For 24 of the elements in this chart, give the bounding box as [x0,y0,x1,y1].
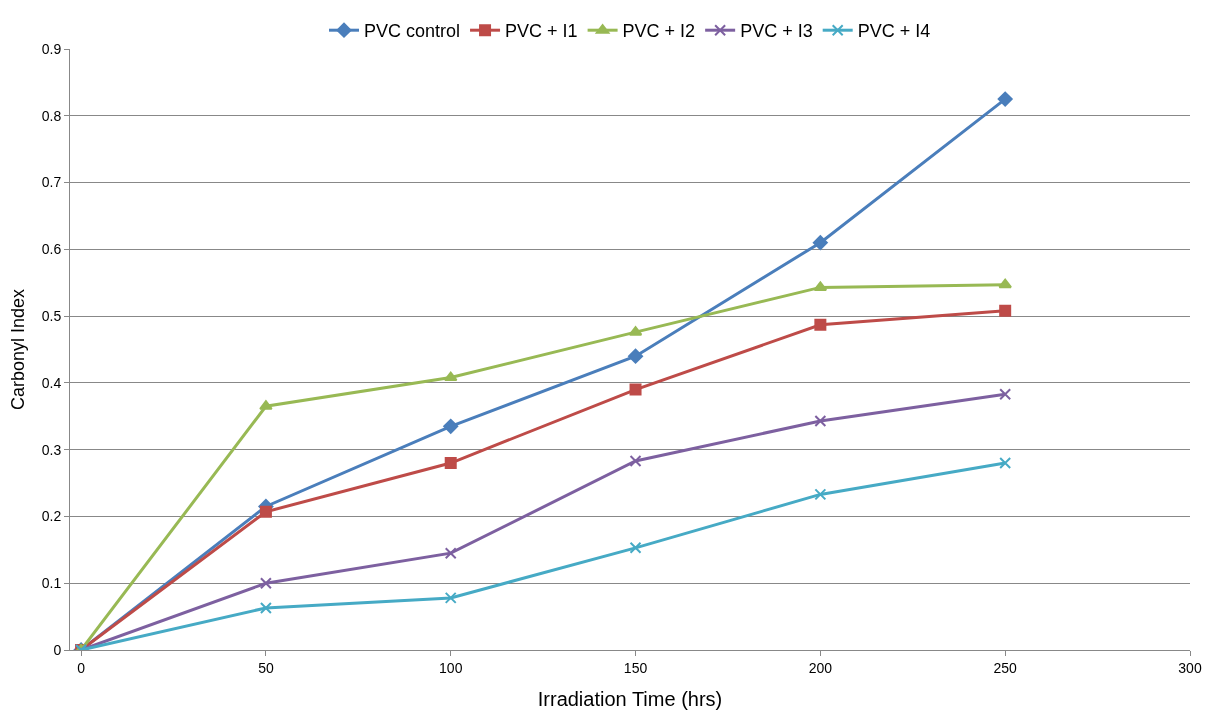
y-tick-label: 0.7 [41,174,62,191]
legend-label: PVC + I1 [505,21,578,42]
x-axis-title: Irradiation Time (hrs) [537,688,723,710]
y-axis-title: Carbonyl Index [8,288,28,411]
legend-label: PVC + I2 [622,21,696,42]
x-tick-label: 0 [77,659,86,676]
y-tick-label: 0.3 [41,441,62,458]
y-tick-label: 0.6 [41,241,62,258]
x-tick-label: 200 [808,659,833,676]
x-tick-label: 300 [1178,659,1202,676]
y-tick-label: 0.8 [41,107,62,124]
y-tick-label: 0.2 [41,508,62,525]
x-tick-label: 250 [993,659,1018,676]
y-tick-label: 0.4 [41,374,62,391]
legend-label: PVC + I4 [857,21,931,42]
y-tick-label: 0.1 [41,575,62,592]
y-tick-label: 0.9 [41,40,62,57]
x-tick-label: 50 [258,659,274,676]
legend-label: PVC + I3 [740,21,813,42]
y-tick-label: 0 [53,641,62,658]
x-tick-label: 150 [623,659,648,676]
legend-label: PVC control [364,21,461,42]
x-tick-label: 100 [439,659,463,676]
y-tick-label: 0.5 [41,308,62,325]
